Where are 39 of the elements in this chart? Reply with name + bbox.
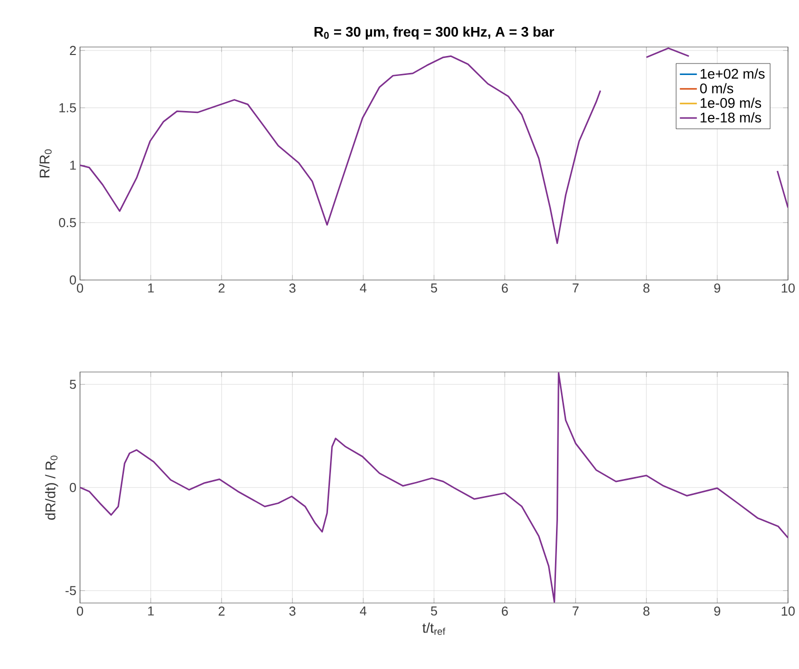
legend-label: 1e-09 m/s bbox=[700, 98, 762, 108]
x-tick-label: 8 bbox=[643, 606, 650, 616]
y-tick-label: 0.5 bbox=[58, 218, 76, 228]
x-tick-label: 0 bbox=[76, 284, 84, 293]
x-tick-label: 7 bbox=[572, 606, 579, 616]
chart-title: R$_{0}$ = 30 µm, freq = 300 kHz, A = 3 bar bbox=[314, 26, 554, 40]
x-tick-label: 6 bbox=[502, 606, 508, 616]
legend-label: 1e-18 m/s bbox=[700, 112, 762, 123]
x-tick-label: 9 bbox=[714, 284, 720, 293]
x-tick-label: 5 bbox=[430, 284, 438, 293]
y-axis-title: R/R$_{0}$ bbox=[39, 149, 52, 178]
x-tick-label: 10 bbox=[782, 606, 795, 616]
legend-label: 1e+02 m/s bbox=[700, 68, 765, 79]
x-tick-label: 9 bbox=[714, 606, 720, 616]
x-tick-label: 7 bbox=[572, 284, 579, 292]
x-tick-label: 10 bbox=[782, 284, 795, 293]
y-tick-label: -5 bbox=[66, 586, 76, 596]
y-tick-label: 0 bbox=[70, 482, 76, 492]
x-tick-label: 2 bbox=[218, 284, 225, 293]
x-tick-label: 4 bbox=[360, 606, 366, 616]
x-tick-label: 2 bbox=[218, 606, 225, 616]
x-tick-label: 6 bbox=[502, 284, 508, 293]
y-tick-label: 1 bbox=[70, 160, 76, 170]
legend-label: 0 m/s bbox=[700, 83, 734, 94]
x-tick-label: 1 bbox=[148, 606, 154, 616]
line-series bbox=[80, 372, 788, 603]
x-tick-label: 4 bbox=[360, 284, 366, 292]
x-tick-label: 1 bbox=[148, 284, 154, 292]
y-tick-label: 0 bbox=[70, 275, 76, 285]
y-tick-label: 1.5 bbox=[59, 103, 76, 112]
x-tick-label: 8 bbox=[643, 284, 650, 293]
x-tick-label: 0 bbox=[76, 606, 84, 616]
x-tick-label: 3 bbox=[289, 606, 296, 616]
x-tick-label: 3 bbox=[289, 284, 296, 293]
y-tick-label: 2 bbox=[70, 46, 76, 55]
y-axis-title: dR/dt) / R$_{0}$ bbox=[45, 456, 58, 520]
y-tick-label: 5 bbox=[70, 380, 76, 389]
x-tick-label: 5 bbox=[430, 606, 438, 616]
x-axis-title: t/t$_{ref}$ bbox=[422, 622, 446, 635]
